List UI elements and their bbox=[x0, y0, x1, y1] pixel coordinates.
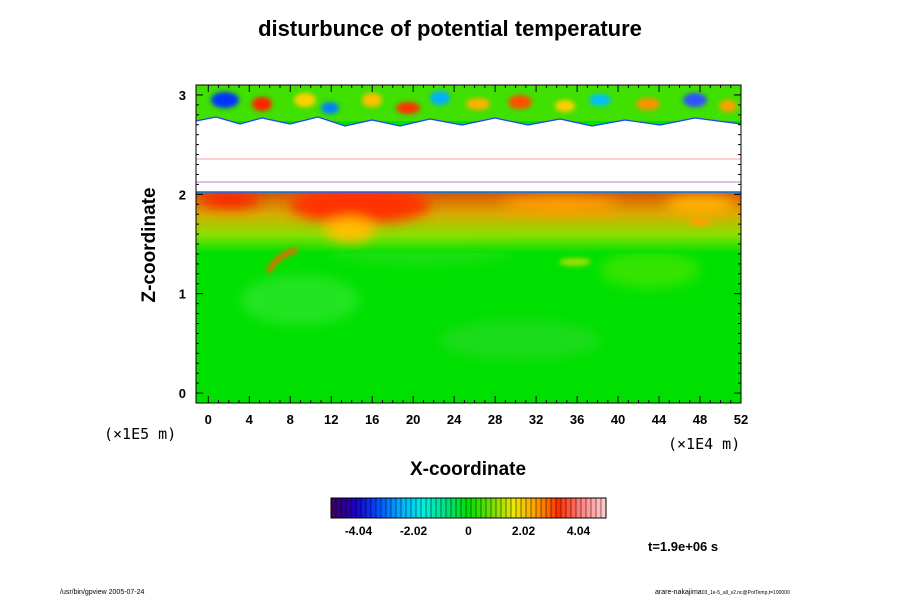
y-tick-label: 0 bbox=[179, 386, 186, 401]
colorbar-swatch bbox=[481, 498, 487, 518]
colorbar-swatch bbox=[346, 498, 352, 518]
colorbar-swatch bbox=[581, 498, 587, 518]
x-tick-label: 16 bbox=[365, 412, 379, 427]
colorbar-swatch bbox=[541, 498, 547, 518]
colorbar-swatch bbox=[341, 498, 347, 518]
x-tick-label: 12 bbox=[324, 412, 338, 427]
x-tick-label: 28 bbox=[488, 412, 502, 427]
colorbar-swatch bbox=[501, 498, 507, 518]
colorbar-swatch bbox=[416, 498, 422, 518]
x-tick-label: 36 bbox=[570, 412, 584, 427]
colorbar-swatch bbox=[526, 498, 532, 518]
footer-left: /usr/bin/gpview 2005-07-24 bbox=[60, 589, 145, 596]
colorbar-swatch bbox=[571, 498, 577, 518]
x-tick-label: 40 bbox=[611, 412, 625, 427]
x-tick-label: 48 bbox=[693, 412, 707, 427]
colorbar-swatch bbox=[566, 498, 572, 518]
colorbar-swatch bbox=[601, 498, 607, 518]
colorbar-tick-label: -2.02 bbox=[400, 524, 428, 538]
colorbar-swatch bbox=[431, 498, 437, 518]
y-tick-label: 2 bbox=[179, 187, 186, 202]
colorbar-swatch bbox=[396, 498, 402, 518]
chart-title: disturbunce of potential temperature bbox=[258, 16, 642, 41]
colorbar-swatch bbox=[426, 498, 432, 518]
colorbar-swatch bbox=[546, 498, 552, 518]
x-tick-label: 20 bbox=[406, 412, 420, 427]
x-tick-label: 4 bbox=[246, 412, 254, 427]
footer-right: arare-nakajima03_1e-5_all_v2.nc@PotTemp,… bbox=[655, 589, 790, 596]
colorbar-swatch bbox=[551, 498, 557, 518]
colorbar-swatch bbox=[536, 498, 542, 518]
colorbar-swatch bbox=[406, 498, 412, 518]
colorbar-swatch bbox=[411, 498, 417, 518]
colorbar-tick-label: 0 bbox=[465, 524, 472, 538]
x-axis-ticks: 0 4 8 12 16 20 24 28 32 36 40 44 48 52 bbox=[205, 85, 748, 427]
colorbar-tick-label: 4.04 bbox=[567, 524, 591, 538]
colorbar-swatch bbox=[441, 498, 447, 518]
x-tick-label: 44 bbox=[652, 412, 667, 427]
y-tick-label: 3 bbox=[179, 88, 186, 103]
x-tick-label: 8 bbox=[287, 412, 294, 427]
colorbar-tick-label: -4.04 bbox=[345, 524, 373, 538]
colorbar-swatch bbox=[586, 498, 592, 518]
colorbar-swatch bbox=[366, 498, 372, 518]
y-tick-label: 1 bbox=[179, 287, 186, 302]
colorbar-swatch bbox=[331, 498, 337, 518]
colorbar-swatch bbox=[351, 498, 357, 518]
colorbar-swatch bbox=[461, 498, 467, 518]
footer-right-sub: 03_1e-5_all_v2.nc@PotTemp,t=190000 bbox=[701, 590, 790, 596]
colorbar-swatch bbox=[336, 498, 342, 518]
colorbar-swatch bbox=[596, 498, 602, 518]
colorbar-swatch bbox=[391, 498, 397, 518]
colorbar-swatch bbox=[561, 498, 567, 518]
y-axis-label: Z-coordinate bbox=[139, 187, 160, 303]
time-label: t=1.9e+06 s bbox=[648, 539, 719, 554]
colorbar-swatch bbox=[521, 498, 527, 518]
colorbar-swatch bbox=[371, 498, 377, 518]
colorbar-swatch bbox=[376, 498, 382, 518]
colorbar-frame bbox=[330, 497, 607, 519]
colorbar-swatch bbox=[506, 498, 512, 518]
x-tick-label: 24 bbox=[447, 412, 462, 427]
x-unit-label: (×1E4 m) bbox=[668, 435, 741, 453]
colorbar-swatch bbox=[446, 498, 452, 518]
x-tick-label: 32 bbox=[529, 412, 543, 427]
colorbar-ticks: -4.04 -2.02 0 2.02 4.04 bbox=[345, 524, 591, 538]
colorbar-swatch bbox=[576, 498, 582, 518]
y-unit-label: (×1E5 m) bbox=[104, 425, 177, 443]
footer-right-main: arare-nakajima bbox=[655, 589, 702, 596]
colorbar-swatch bbox=[381, 498, 387, 518]
colorbar-swatch bbox=[511, 498, 517, 518]
colorbar-swatch bbox=[516, 498, 522, 518]
colorbar-swatch bbox=[531, 498, 537, 518]
colorbar-swatch bbox=[471, 498, 477, 518]
colorbar-swatch bbox=[466, 498, 472, 518]
colorbar-swatch bbox=[401, 498, 407, 518]
heatmap-field bbox=[196, 85, 741, 403]
colorbar-swatch bbox=[436, 498, 442, 518]
x-tick-label: 0 bbox=[205, 412, 212, 427]
colorbar-swatch bbox=[591, 498, 597, 518]
colorbar-swatch bbox=[496, 498, 502, 518]
colorbar-swatch bbox=[556, 498, 562, 518]
colorbar-swatch bbox=[491, 498, 497, 518]
colorbar-swatch bbox=[451, 498, 457, 518]
x-axis-label: X-coordinate bbox=[409, 459, 527, 480]
colorbar-swatch bbox=[476, 498, 482, 518]
y-axis-ticks: 0 1 2 3 bbox=[179, 84, 741, 404]
x-tick-label: 52 bbox=[734, 412, 748, 427]
colorbar-swatch bbox=[486, 498, 492, 518]
colorbar-swatch bbox=[386, 498, 392, 518]
colorbar-swatch bbox=[356, 498, 362, 518]
colorbar-swatch bbox=[361, 498, 367, 518]
colorbar bbox=[330, 497, 607, 519]
colorbar-swatch bbox=[421, 498, 427, 518]
colorbar-swatch bbox=[456, 498, 462, 518]
colorbar-tick-label: 2.02 bbox=[512, 524, 536, 538]
